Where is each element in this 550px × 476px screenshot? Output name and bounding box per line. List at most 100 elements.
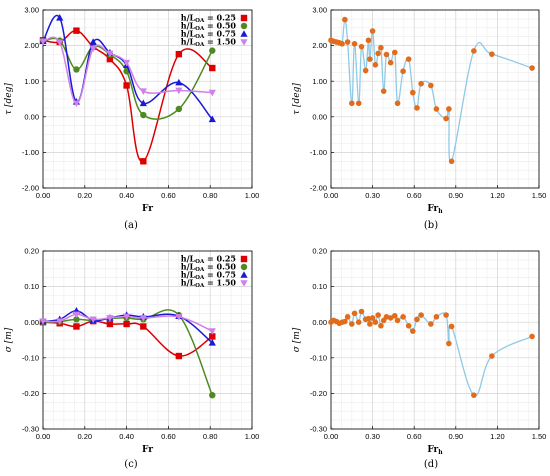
data-point bbox=[387, 59, 394, 66]
trend-line bbox=[330, 18, 533, 164]
x-tick-label: 0.00 bbox=[36, 432, 51, 441]
data-point bbox=[209, 391, 216, 399]
data-point bbox=[349, 100, 355, 107]
data-point bbox=[89, 38, 97, 45]
data-point bbox=[394, 317, 401, 324]
data-point bbox=[529, 333, 535, 340]
data-point bbox=[106, 50, 114, 58]
y-tick-label: -0.30 bbox=[310, 425, 327, 434]
data-point bbox=[139, 315, 147, 322]
data-point bbox=[106, 315, 114, 322]
y-tick-label: 1.00 bbox=[24, 77, 39, 86]
x-tick-label: 0.00 bbox=[36, 191, 51, 200]
data-point bbox=[410, 89, 416, 96]
data-point bbox=[56, 39, 64, 47]
data-point bbox=[123, 320, 130, 328]
data-point bbox=[123, 82, 130, 89]
data-point bbox=[140, 111, 147, 119]
data-point bbox=[391, 312, 398, 319]
data-point bbox=[344, 39, 351, 45]
y-tick-label: 2.00 bbox=[24, 41, 39, 50]
legend-marker bbox=[240, 14, 248, 22]
legend-marker bbox=[240, 22, 248, 30]
data-point bbox=[418, 80, 424, 87]
data-point bbox=[175, 314, 183, 321]
data-point bbox=[209, 333, 216, 340]
data-point bbox=[175, 352, 183, 360]
data-point bbox=[529, 65, 535, 71]
x-tick-label: 0.00 bbox=[324, 432, 339, 441]
data-point bbox=[367, 56, 373, 62]
data-point bbox=[446, 340, 452, 347]
panel-caption: (c) bbox=[124, 459, 138, 470]
data-point bbox=[394, 100, 401, 107]
data-point bbox=[362, 67, 369, 74]
data-point bbox=[471, 392, 477, 398]
y-tick-label: 0.00 bbox=[24, 318, 39, 327]
data-point bbox=[39, 38, 47, 46]
chart-panel-c: 0.00 0.20 0.40 0.60 0.80 1.00 -0.30 -0.20 -0.10 0… bbox=[4, 247, 259, 470]
data-point bbox=[372, 319, 379, 326]
data-point bbox=[175, 78, 183, 86]
x-tick-label: 0.20 bbox=[77, 191, 92, 200]
data-point bbox=[351, 310, 358, 317]
legend-marker bbox=[240, 39, 248, 46]
x-tick-label: 0.80 bbox=[203, 191, 218, 200]
legend: h/LOA = 0.25h/LOA = 0.50h/LOA = 0.75h/LO… bbox=[181, 13, 248, 49]
x-tick-label: 0.90 bbox=[448, 191, 463, 200]
data-point bbox=[89, 316, 97, 324]
legend-label: h/LOA = 1.50 bbox=[181, 37, 237, 49]
y-axis-label: σ [m] bbox=[4, 327, 14, 352]
data-point bbox=[73, 316, 80, 323]
plot-frame bbox=[42, 9, 253, 189]
x-tick-label: 0.90 bbox=[448, 432, 463, 441]
data-point bbox=[175, 50, 183, 58]
data-point bbox=[365, 315, 372, 322]
data-point bbox=[339, 41, 345, 47]
data-point bbox=[383, 51, 390, 58]
y-tick-label: -0.10 bbox=[22, 353, 39, 362]
data-point bbox=[208, 89, 216, 97]
y-tick-label: -0.30 bbox=[22, 425, 39, 434]
data-point bbox=[372, 62, 379, 68]
y-tick-label: -1.00 bbox=[22, 148, 39, 157]
legend-label: h/LOA = 0.75 bbox=[181, 270, 236, 282]
data-point bbox=[387, 315, 394, 321]
y-tick-label: 3.00 bbox=[312, 6, 327, 15]
data-point bbox=[208, 115, 216, 123]
data-point bbox=[56, 318, 64, 325]
y-tick-label: 0.10 bbox=[24, 282, 39, 291]
data-point bbox=[378, 322, 384, 329]
y-axis-label: τ [deg] bbox=[4, 83, 14, 115]
x-tick-label: 0.40 bbox=[119, 432, 134, 441]
x-axis-label: Frh bbox=[427, 445, 443, 456]
data-point bbox=[140, 158, 147, 165]
plot-frame bbox=[42, 250, 253, 430]
y-tick-label: 0.00 bbox=[24, 112, 39, 121]
panel-caption: (b) bbox=[424, 220, 438, 231]
y-tick-label: -0.20 bbox=[310, 389, 327, 398]
data-point bbox=[375, 50, 381, 57]
x-tick-label: 0.80 bbox=[203, 432, 218, 441]
data-point bbox=[448, 158, 455, 165]
data-point bbox=[39, 318, 47, 325]
data-point bbox=[414, 105, 420, 111]
data-point bbox=[355, 100, 362, 107]
data-point bbox=[375, 312, 381, 318]
data-point bbox=[405, 56, 412, 62]
x-tick-label: 1.00 bbox=[245, 191, 260, 200]
x-tick-label: 0.20 bbox=[77, 432, 92, 441]
x-tick-label: 0.30 bbox=[365, 432, 380, 441]
data-point bbox=[410, 328, 416, 334]
data-point bbox=[446, 106, 452, 112]
y-tick-label: -2.00 bbox=[310, 184, 327, 193]
x-tick-label: 1.20 bbox=[490, 191, 505, 200]
panel-caption: (a) bbox=[124, 220, 138, 231]
data-point bbox=[443, 312, 449, 318]
y-tick-label: 0.20 bbox=[24, 247, 39, 256]
chart-panel-b: 0.00 0.30 0.60 0.90 1.20 1.50 -2.00 -1.00 0.00 1.… bbox=[292, 6, 546, 231]
data-point bbox=[400, 314, 406, 320]
legend: h/LOA = 0.25h/LOA = 0.50h/LOA = 0.75h/LO… bbox=[181, 254, 248, 289]
x-axis-label: Fr bbox=[142, 445, 153, 455]
